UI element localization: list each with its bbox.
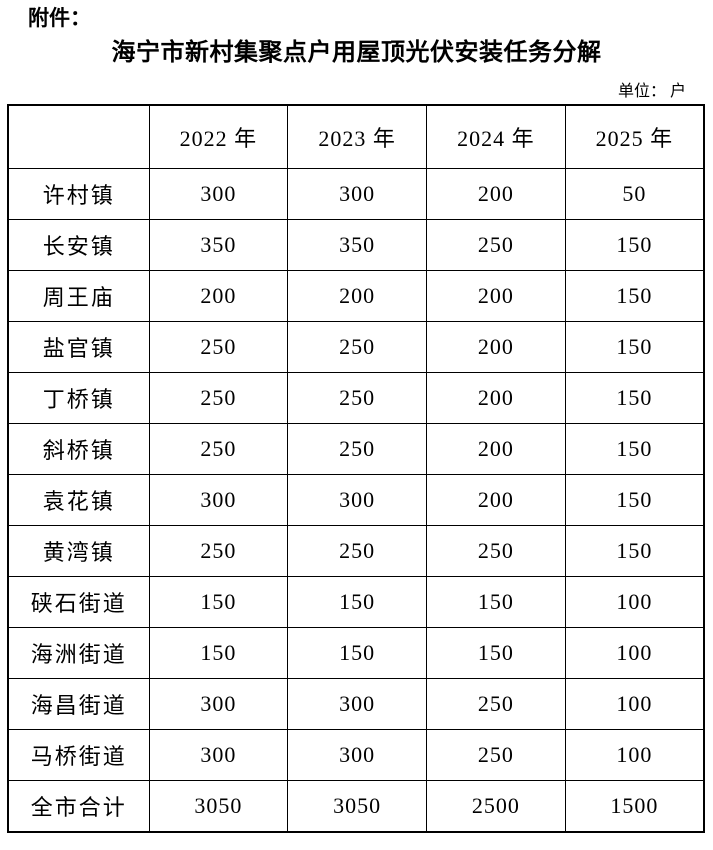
row-name-cell: 长安镇 — [7, 218, 150, 271]
row-name-cell: 周王庙 — [7, 269, 150, 322]
row-name-cell: 袁花镇 — [7, 473, 150, 526]
value-cell: 300 — [148, 677, 289, 730]
value-cell: 150 — [426, 575, 566, 628]
table-row: 斜桥镇 250 250 200 150 — [7, 422, 705, 475]
row-name-cell: 海洲街道 — [7, 626, 150, 679]
row-name-cell: 许村镇 — [7, 167, 150, 220]
value-cell: 3050 — [287, 779, 427, 833]
value-cell: 200 — [426, 320, 566, 373]
row-name-cell: 全市合计 — [7, 779, 150, 833]
attachment-label: 附件： — [28, 6, 91, 30]
value-cell: 150 — [287, 575, 427, 628]
table-body: 许村镇 300 300 200 50 长安镇 350 350 250 150 周王庙 200 200 20… — [7, 167, 705, 833]
value-cell: 150 — [564, 218, 705, 271]
header-cell-year: 2024 年 — [426, 104, 566, 169]
row-name-cell: 盐官镇 — [7, 320, 150, 373]
table-row: 袁花镇 300 300 200 150 — [7, 473, 705, 526]
value-cell: 200 — [426, 422, 566, 475]
value-cell: 250 — [287, 524, 427, 577]
value-cell: 250 — [148, 320, 289, 373]
value-cell: 150 — [564, 473, 705, 526]
page-title: 海宁市新村集聚点户用屋顶光伏安装任务分解 — [111, 40, 602, 67]
value-cell: 300 — [148, 473, 289, 526]
table-row: 许村镇 300 300 200 50 — [7, 167, 705, 220]
value-cell: 300 — [148, 728, 289, 781]
value-cell: 350 — [287, 218, 427, 271]
value-cell: 300 — [287, 473, 427, 526]
value-cell: 200 — [148, 269, 289, 322]
value-cell: 100 — [564, 728, 705, 781]
value-cell: 300 — [287, 728, 427, 781]
value-cell: 300 — [287, 167, 427, 220]
table-row: 长安镇 350 350 250 150 — [7, 218, 705, 271]
row-name-cell: 斜桥镇 — [7, 422, 150, 475]
value-cell: 50 — [564, 167, 705, 220]
value-cell: 250 — [426, 524, 566, 577]
value-cell: 150 — [564, 320, 705, 373]
header-cell-blank — [7, 104, 150, 169]
value-cell: 150 — [564, 371, 705, 424]
value-cell: 250 — [287, 422, 427, 475]
table-row: 海昌街道 300 300 250 100 — [7, 677, 705, 730]
value-cell: 3050 — [148, 779, 289, 833]
row-name-cell: 丁桥镇 — [7, 371, 150, 424]
value-cell: 350 — [148, 218, 289, 271]
value-cell: 150 — [148, 575, 289, 628]
value-cell: 250 — [287, 371, 427, 424]
table-header: 2022 年 2023 年 2024 年 2025 年 — [7, 104, 705, 169]
value-cell: 100 — [564, 626, 705, 679]
value-cell: 150 — [287, 626, 427, 679]
table-row: 黄湾镇 250 250 250 150 — [7, 524, 705, 577]
row-name-cell: 马桥街道 — [7, 728, 150, 781]
row-name-cell: 硖石街道 — [7, 575, 150, 628]
header-cell-year: 2023 年 — [287, 104, 427, 169]
value-cell: 100 — [564, 575, 705, 628]
value-cell: 250 — [148, 371, 289, 424]
header-cell-year: 2025 年 — [564, 104, 705, 169]
value-cell: 200 — [426, 269, 566, 322]
table-row: 丁桥镇 250 250 200 150 — [7, 371, 705, 424]
value-cell: 1500 — [564, 779, 705, 833]
table-row: 硖石街道 150 150 150 100 — [7, 575, 705, 628]
table-row: 马桥街道 300 300 250 100 — [7, 728, 705, 781]
value-cell: 150 — [564, 269, 705, 322]
value-cell: 250 — [287, 320, 427, 373]
value-cell: 150 — [148, 626, 289, 679]
value-cell: 150 — [564, 422, 705, 475]
value-cell: 200 — [426, 371, 566, 424]
value-cell: 150 — [426, 626, 566, 679]
table-row: 盐官镇 250 250 200 150 — [7, 320, 705, 373]
value-cell: 2500 — [426, 779, 566, 833]
table-row: 周王庙 200 200 200 150 — [7, 269, 705, 322]
value-cell: 250 — [426, 677, 566, 730]
table-row: 海洲街道 150 150 150 100 — [7, 626, 705, 679]
value-cell: 200 — [426, 473, 566, 526]
value-cell: 300 — [148, 167, 289, 220]
table-row: 全市合计 3050 3050 2500 1500 — [7, 779, 705, 833]
value-cell: 200 — [426, 167, 566, 220]
row-name-cell: 海昌街道 — [7, 677, 150, 730]
header-cell-year: 2022 年 — [148, 104, 289, 169]
value-cell: 250 — [426, 218, 566, 271]
value-cell: 100 — [564, 677, 705, 730]
table-header-row: 2022 年 2023 年 2024 年 2025 年 — [7, 104, 705, 169]
value-cell: 250 — [426, 728, 566, 781]
value-cell: 150 — [564, 524, 705, 577]
unit-note: 单位： 户 — [617, 82, 686, 100]
value-cell: 250 — [148, 422, 289, 475]
value-cell: 250 — [148, 524, 289, 577]
value-cell: 300 — [287, 677, 427, 730]
pv-task-table: 2022 年 2023 年 2024 年 2025 年 许村镇 300 300 200 50 长… — [7, 103, 705, 833]
value-cell: 200 — [287, 269, 427, 322]
row-name-cell: 黄湾镇 — [7, 524, 150, 577]
